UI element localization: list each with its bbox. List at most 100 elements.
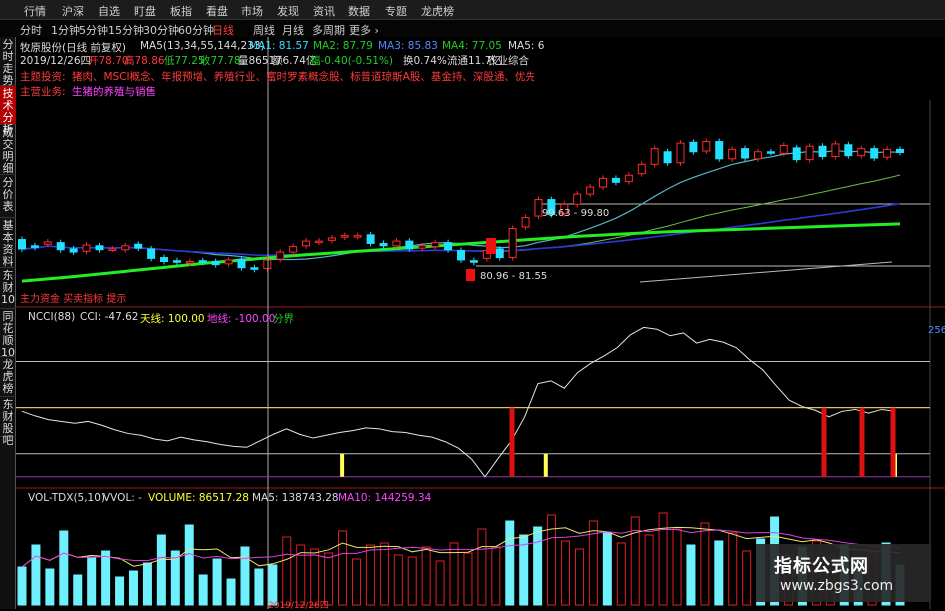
candle-body (444, 242, 453, 251)
volume-bar (310, 548, 320, 606)
menu-10[interactable]: 专题 (385, 5, 407, 18)
menu-5[interactable]: 看盘 (206, 5, 228, 18)
timeframe-0[interactable]: 分时 (20, 24, 42, 37)
float-shares: 流通11.7亿 (447, 55, 502, 67)
menu-4[interactable]: 板指 (170, 5, 192, 18)
candle-body (302, 240, 311, 247)
vol-title: VOL-TDX(5,10) (28, 492, 106, 504)
candle-body (624, 174, 633, 183)
volume-bar (672, 528, 682, 606)
timeframe-5[interactable]: 60分钟 (178, 24, 214, 37)
candle-body (870, 148, 879, 159)
candle-body (353, 235, 362, 238)
candle-body (637, 163, 646, 175)
menu-3[interactable]: 盯盘 (134, 5, 156, 18)
cci-yellow-signal (543, 453, 548, 477)
volume-bar (519, 534, 529, 606)
candle-body (560, 203, 569, 215)
timeframe-7[interactable]: 周线 (253, 24, 275, 37)
vol-ma5-line (21, 526, 901, 568)
ma4-value: MA4: 77.05 (442, 40, 502, 52)
timeframe-2[interactable]: 5分钟 (79, 24, 108, 37)
side-tab-4[interactable]: 基本资料 (0, 218, 16, 268)
timeframe-1[interactable]: 1分钟 (51, 24, 80, 37)
volume-bar (31, 544, 41, 606)
cci-red-signal (859, 407, 865, 477)
menu-6[interactable]: 市场 (241, 5, 263, 18)
candle-body (753, 151, 762, 160)
buy-signal-marker (486, 238, 496, 254)
signal-note: 主力资金 买卖指标 提示 (20, 294, 127, 305)
top-menu-bar: 行情 沪深 自选 盯盘 板指 看盘 市场 发现 资讯 数据 专题 龙虎榜 (0, 0, 945, 20)
candle-body (431, 242, 440, 248)
volume-bar (728, 532, 738, 606)
cci-red-signal (890, 407, 896, 477)
watermark-url: www.zbgs3.com (780, 578, 894, 594)
volume-bar (658, 512, 668, 606)
menu-1[interactable]: 沪深 (62, 5, 84, 18)
menu-2[interactable]: 自选 (98, 5, 120, 18)
watermark: 指标公式网 www.zbgs3.com (756, 544, 931, 602)
cursor-date: 2019/12/26四 (268, 601, 329, 611)
left-sidebar: 分时走势 技术分析 成交明细 分价表 基本资料 东财10 同花顺10 龙虎榜 东财股吧 (0, 37, 16, 609)
candle-body (69, 248, 78, 253)
business-text: 生猪的养殖与销售 (72, 86, 156, 98)
candle-body (340, 235, 349, 238)
cci-red-signal (821, 407, 827, 477)
menu-8[interactable]: 资讯 (313, 5, 335, 18)
volume-bar (379, 542, 389, 606)
side-tab-7[interactable]: 龙虎榜 (0, 357, 16, 397)
candle-body (18, 239, 26, 250)
candle-body (147, 248, 156, 259)
candle-body (314, 240, 323, 244)
ma-slow-white (639, 261, 893, 283)
candle-body (766, 151, 775, 154)
menu-11[interactable]: 龙虎榜 (421, 5, 454, 18)
cci-value: CCI: -47.62 (80, 311, 139, 323)
candle-body (418, 245, 427, 249)
volume-bar (198, 574, 208, 606)
candle-body (676, 142, 685, 164)
volume-bar (686, 544, 696, 606)
volume-bar (268, 564, 278, 606)
candle-body (573, 193, 582, 205)
menu-0[interactable]: 行情 (24, 5, 46, 18)
cci-divider: 分界 (273, 313, 294, 325)
timeframe-10[interactable]: 更多 › (349, 24, 379, 37)
timeframe-4[interactable]: 30分钟 (143, 24, 179, 37)
volume-bar (212, 558, 222, 606)
side-tab-6[interactable]: 同花顺10 (0, 310, 16, 359)
side-tab-8[interactable]: 东财股吧 (0, 397, 16, 447)
ma3-value: MA3: 85.83 (378, 40, 438, 52)
timeframe-8[interactable]: 月线 (282, 24, 304, 37)
volume-bar (87, 556, 97, 606)
timeframe-9[interactable]: 多周期 (312, 24, 345, 37)
volume-bar (463, 552, 473, 606)
candle-body (366, 234, 375, 244)
quote-date: 2019/12/26四 (20, 55, 92, 67)
low-range-label: 80.96 - 81.55 (480, 271, 548, 282)
candle-body (172, 260, 181, 263)
ma-slow-green (21, 222, 901, 283)
candle-body (82, 244, 91, 252)
timeframe-6[interactable]: 日线 (212, 24, 234, 37)
volume-quote: 量86517 (238, 55, 282, 67)
change-quote: 幅-0.40(-0.51%) (310, 55, 394, 67)
high-range-label: 99.63 - 99.80 (542, 208, 610, 219)
candle-body (831, 143, 840, 157)
menu-7[interactable]: 发现 (277, 5, 299, 18)
timeframe-3[interactable]: 15分钟 (108, 24, 144, 37)
candle-body (95, 245, 104, 251)
side-tab-2[interactable]: 成交明细 (0, 125, 16, 175)
volume-bar (17, 566, 27, 606)
side-tab-3[interactable]: 分价表 (0, 175, 16, 218)
candle-body (611, 177, 620, 183)
side-tab-0[interactable]: 分时走势 (0, 37, 16, 87)
turnover-quote: 换0.74% (403, 55, 447, 67)
side-tab-1[interactable]: 技术分析 (0, 86, 16, 136)
side-tab-5[interactable]: 东财10 (0, 268, 16, 309)
volume-bar (115, 576, 125, 606)
candle-body (379, 242, 388, 247)
menu-9[interactable]: 数据 (348, 5, 370, 18)
volume-bar (73, 574, 83, 606)
